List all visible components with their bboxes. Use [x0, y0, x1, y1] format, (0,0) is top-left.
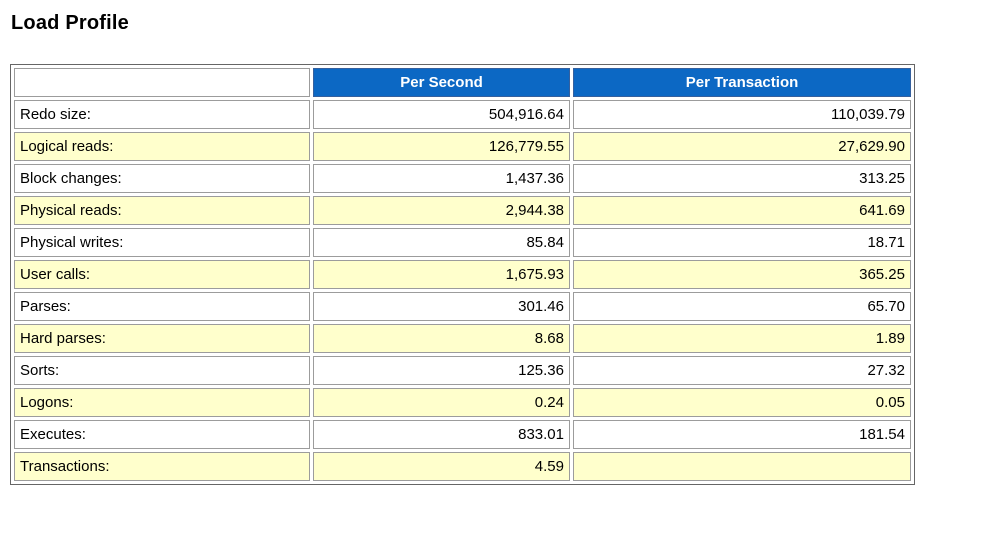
table-row: Logical reads: 126,779.55 27,629.90 — [14, 132, 911, 161]
table-row: Transactions: 4.59 — [14, 452, 911, 481]
per-transaction-value: 0.05 — [573, 388, 911, 417]
page-title: Load Profile — [11, 12, 129, 34]
table-row: User calls: 1,675.93 365.25 — [14, 260, 911, 289]
table-row: Physical reads: 2,944.38 641.69 — [14, 196, 911, 225]
per-transaction-value: 110,039.79 — [573, 100, 911, 129]
row-label: Physical reads: — [14, 196, 310, 225]
per-second-value: 4.59 — [313, 452, 570, 481]
per-transaction-value: 27,629.90 — [573, 132, 911, 161]
row-label: Logical reads: — [14, 132, 310, 161]
row-label: Transactions: — [14, 452, 310, 481]
per-second-value: 301.46 — [313, 292, 570, 321]
table-row: Redo size: 504,916.64 110,039.79 — [14, 100, 911, 129]
table-row: Hard parses: 8.68 1.89 — [14, 324, 911, 353]
column-header-per-transaction: Per Transaction — [573, 68, 911, 97]
per-second-value: 504,916.64 — [313, 100, 570, 129]
per-transaction-value: 313.25 — [573, 164, 911, 193]
row-label: Redo size: — [14, 100, 310, 129]
row-label: Logons: — [14, 388, 310, 417]
row-label: User calls: — [14, 260, 310, 289]
row-label: Sorts: — [14, 356, 310, 385]
empty-header-cell — [14, 68, 310, 97]
per-transaction-value: 27.32 — [573, 356, 911, 385]
per-second-value: 126,779.55 — [313, 132, 570, 161]
per-transaction-value: 65.70 — [573, 292, 911, 321]
per-second-value: 2,944.38 — [313, 196, 570, 225]
table-row: Block changes: 1,437.36 313.25 — [14, 164, 911, 193]
per-second-value: 85.84 — [313, 228, 570, 257]
column-header-per-second: Per Second — [313, 68, 570, 97]
table-row: Logons: 0.24 0.05 — [14, 388, 911, 417]
per-transaction-value — [573, 452, 911, 481]
per-transaction-value: 365.25 — [573, 260, 911, 289]
per-second-value: 833.01 — [313, 420, 570, 449]
table-row: Parses: 301.46 65.70 — [14, 292, 911, 321]
table-row: Sorts: 125.36 27.32 — [14, 356, 911, 385]
per-transaction-value: 18.71 — [573, 228, 911, 257]
per-transaction-value: 1.89 — [573, 324, 911, 353]
load-profile-table: Per Second Per Transaction Redo size: 504… — [10, 64, 915, 485]
per-second-value: 125.36 — [313, 356, 570, 385]
per-transaction-value: 641.69 — [573, 196, 911, 225]
per-transaction-value: 181.54 — [573, 420, 911, 449]
row-label: Block changes: — [14, 164, 310, 193]
row-label: Executes: — [14, 420, 310, 449]
table-row: Physical writes: 85.84 18.71 — [14, 228, 911, 257]
per-second-value: 8.68 — [313, 324, 570, 353]
per-second-value: 1,437.36 — [313, 164, 570, 193]
per-second-value: 0.24 — [313, 388, 570, 417]
header-row: Per Second Per Transaction — [14, 68, 911, 97]
per-second-value: 1,675.93 — [313, 260, 570, 289]
row-label: Parses: — [14, 292, 310, 321]
row-label: Physical writes: — [14, 228, 310, 257]
row-label: Hard parses: — [14, 324, 310, 353]
table-row: Executes: 833.01 181.54 — [14, 420, 911, 449]
